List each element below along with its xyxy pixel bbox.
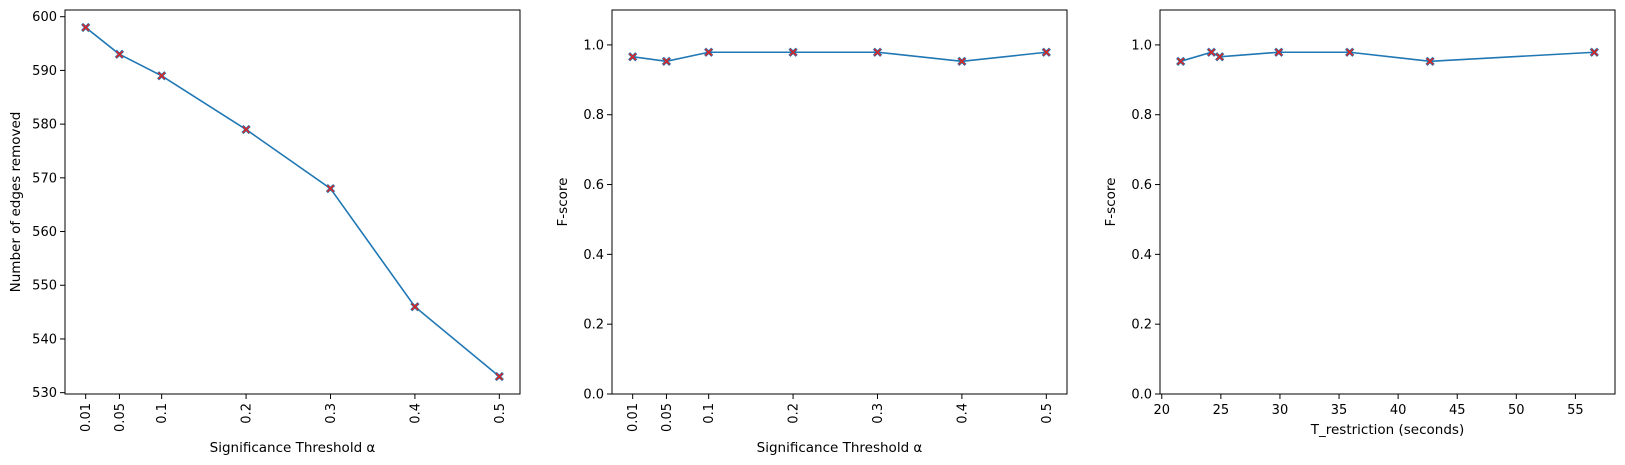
y-tick-label: 530	[32, 386, 57, 401]
x-tick-label: 0.01	[626, 403, 641, 432]
x-tick-label: 25	[1213, 403, 1230, 418]
x-tick-label: 40	[1390, 403, 1407, 418]
data-point-marker	[81, 22, 91, 33]
data-point-marker	[704, 47, 714, 57]
data-point-marker	[1345, 47, 1355, 57]
series-line	[1180, 51, 1595, 63]
data-point-marker	[1425, 56, 1435, 66]
y-tick-label: 1.0	[583, 38, 604, 53]
y-tick-label: 600	[32, 10, 57, 25]
x-tick-label: 0.4	[408, 403, 423, 424]
x-tick-label: 55	[1567, 403, 1584, 418]
axes-frame	[64, 9, 521, 395]
y-tick-label: 550	[32, 279, 57, 294]
series-line	[632, 51, 1047, 63]
data-point-marker	[494, 371, 504, 382]
data-point-marker	[661, 56, 672, 66]
x-tick-label: 0.2	[240, 403, 255, 424]
subplot-2: 0.0 0.2 0.4 0.6 0.8 1.0 0.01 0.05 0.1 0.2 0.3 0.4 0.…	[555, 9, 1068, 456]
y-tick-label: 0.2	[583, 318, 604, 333]
axes-frame	[1159, 9, 1616, 395]
y-tick-label: 0.4	[1131, 248, 1152, 263]
data-point-marker	[241, 124, 251, 135]
y-tick-label: 560	[32, 225, 57, 240]
y-axis-label: Number of edges removed	[8, 112, 24, 293]
y-axis-label: F-score	[555, 178, 571, 227]
y-tick-label: 0.8	[583, 108, 604, 123]
y-tick-label: 580	[32, 118, 57, 133]
x-tick-label: 0.1	[155, 403, 170, 424]
x-tick-label: 35	[1331, 403, 1348, 418]
y-tick-label: 0.6	[583, 178, 604, 193]
x-tick-label: 20	[1153, 403, 1170, 418]
subplot-1: 530 540 550 560 570 580 590 600 0.01 0.05 0.1 0.2 0.…	[8, 9, 521, 456]
data-point-marker	[1274, 47, 1284, 57]
series-line	[85, 26, 500, 378]
data-point-marker	[157, 71, 167, 81]
x-tick-label: 30	[1272, 403, 1289, 418]
x-axis-label: T_restriction (seconds)	[1310, 422, 1464, 438]
y-tick-label: 0.0	[583, 388, 604, 403]
x-tick-label: 0.3	[324, 403, 339, 424]
x-axis-label: Significance Threshold α	[210, 440, 376, 456]
data-point-marker	[788, 47, 798, 57]
x-tick-label: 50	[1508, 403, 1525, 418]
y-tick-label: 0.8	[1131, 108, 1152, 123]
data-point-marker	[410, 302, 420, 312]
data-point-marker	[114, 49, 125, 59]
x-tick-label: 0.5	[1040, 403, 1055, 424]
data-point-marker	[325, 183, 336, 194]
x-tick-label: 0.05	[113, 403, 128, 432]
x-tick-label: 0.01	[79, 403, 94, 432]
data-point-marker	[1589, 47, 1599, 57]
data-point-marker	[628, 52, 638, 62]
data-point-marker	[1215, 52, 1225, 62]
axes-frame	[611, 9, 1068, 395]
x-axis-label: Significance Threshold α	[757, 440, 923, 456]
data-point-marker	[872, 47, 883, 57]
data-point-marker	[1206, 47, 1217, 57]
x-tick-label: 0.2	[787, 403, 802, 424]
y-tick-label: 0.2	[1131, 318, 1152, 333]
data-point-marker	[957, 56, 967, 66]
y-tick-label: 590	[32, 64, 57, 79]
x-tick-label: 0.3	[871, 403, 886, 424]
x-tick-label: 0.4	[955, 403, 970, 424]
x-tick-label: 0.5	[493, 403, 508, 424]
y-axis-label: F-score	[1103, 178, 1119, 227]
y-tick-label: 0.4	[583, 248, 604, 263]
data-point-marker	[1041, 47, 1051, 57]
y-tick-label: 570	[32, 171, 57, 186]
y-tick-label: 0.0	[1131, 388, 1152, 403]
x-tick-label: 0.05	[660, 403, 675, 432]
subplot-3: 0.0 0.2 0.4 0.6 0.8 1.0 20 25 30 35 40 45 50 55 T_rest…	[1103, 9, 1616, 438]
y-tick-label: 1.0	[1131, 38, 1152, 53]
x-tick-label: 45	[1449, 403, 1466, 418]
data-point-marker	[1176, 56, 1186, 66]
y-tick-label: 540	[32, 332, 57, 347]
x-tick-label: 0.1	[702, 403, 717, 424]
y-tick-label: 0.6	[1131, 178, 1152, 193]
